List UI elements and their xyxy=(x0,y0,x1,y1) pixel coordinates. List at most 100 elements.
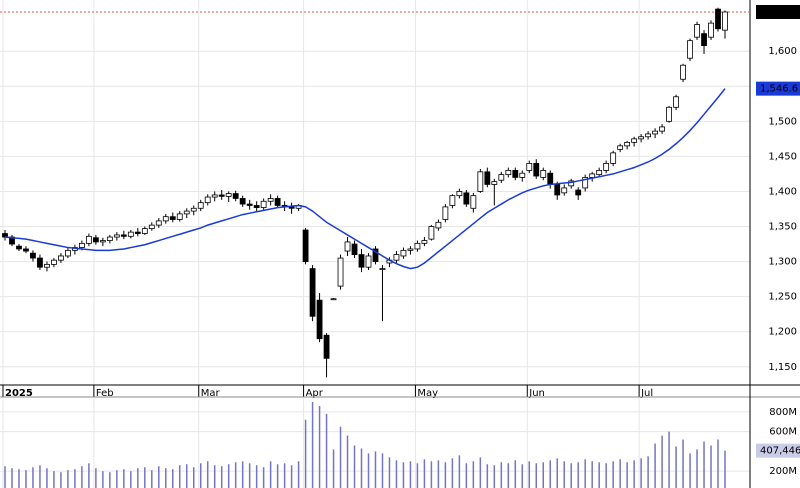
candle-body xyxy=(316,299,323,340)
candle-body xyxy=(260,200,267,208)
candle-body xyxy=(358,254,365,268)
candle-body xyxy=(533,162,540,177)
x-tick-label: Jul xyxy=(640,388,653,399)
candle-body xyxy=(162,216,169,222)
candle-body xyxy=(456,191,463,197)
ma-tag: 1,546.6 xyxy=(760,84,798,95)
candle-body xyxy=(519,172,526,178)
candle-body xyxy=(575,189,582,196)
candle-body xyxy=(58,255,64,261)
candle-body xyxy=(428,226,435,240)
candle-body xyxy=(323,334,330,359)
candle-body xyxy=(99,240,106,243)
candle-body xyxy=(617,145,624,150)
candle-body xyxy=(183,210,190,215)
candle-body xyxy=(554,184,561,196)
candle-body xyxy=(701,33,707,46)
y-tick-label: 1,400 xyxy=(768,186,797,197)
candle-body xyxy=(239,198,246,205)
candle-body xyxy=(113,234,120,238)
candle-body xyxy=(624,141,631,147)
candle-body xyxy=(309,268,316,317)
candle-body xyxy=(407,248,414,251)
candle-body xyxy=(372,248,379,262)
moving-average-line xyxy=(4,88,726,270)
candle-body xyxy=(659,126,665,132)
x-tick-label: Jun xyxy=(528,388,545,399)
candle-body xyxy=(92,237,99,243)
candle-body xyxy=(603,162,610,171)
candle-body xyxy=(211,194,218,198)
candle-body xyxy=(51,259,57,265)
candle-body xyxy=(540,170,547,178)
candle-body xyxy=(512,170,519,178)
candle-body xyxy=(120,234,127,237)
volume-tag: 407,446 xyxy=(760,446,800,457)
candle-body xyxy=(631,138,638,143)
candle-body xyxy=(16,245,22,250)
candle-body xyxy=(645,133,652,138)
candle-body xyxy=(127,231,134,237)
candle-body xyxy=(190,207,197,212)
candle-body xyxy=(589,173,596,178)
candle-body xyxy=(379,268,386,270)
x-tick-label: Apr xyxy=(306,388,324,399)
candle-body xyxy=(176,213,183,220)
candle-body xyxy=(477,171,484,192)
candle-body xyxy=(638,136,645,140)
price-tag-box xyxy=(756,4,800,19)
y-tick-label: 800M xyxy=(769,407,797,418)
candle-body xyxy=(337,257,344,287)
y-tick-label: 1,500 xyxy=(768,116,797,127)
y-tick-label: 1,350 xyxy=(768,222,797,233)
candle-body xyxy=(561,187,568,194)
candle-body xyxy=(148,224,155,230)
candle-body xyxy=(330,298,337,301)
candle-body xyxy=(610,152,617,164)
y-tick-label: 200M xyxy=(769,466,797,477)
candle-body xyxy=(666,106,672,122)
candle-body xyxy=(694,24,700,38)
candle-body xyxy=(344,241,351,252)
candle-body xyxy=(435,221,442,229)
candle-body xyxy=(253,205,260,208)
candle-body xyxy=(568,180,575,187)
candle-body xyxy=(37,257,43,268)
x-tick-label: May xyxy=(417,388,438,399)
candle-body xyxy=(169,216,176,220)
candle-body xyxy=(547,172,554,185)
y-tick-label: 1,200 xyxy=(768,327,797,338)
candle-body xyxy=(246,203,253,206)
candle-body xyxy=(302,229,309,262)
candle-body xyxy=(155,220,162,226)
candle-body xyxy=(225,193,232,197)
candle-body xyxy=(267,198,274,202)
candle-body xyxy=(449,195,456,206)
candle-body xyxy=(526,162,533,171)
candle-body xyxy=(722,11,728,31)
candle-body xyxy=(197,202,204,209)
candle-body xyxy=(351,243,358,255)
candle-body xyxy=(365,255,372,268)
y-tick-label: 600M xyxy=(769,427,797,438)
candle-body xyxy=(232,193,239,199)
candle-body xyxy=(421,240,428,244)
y-tick-label: 1,300 xyxy=(768,257,797,268)
y-tick-label: 1,150 xyxy=(768,362,797,373)
candle-body xyxy=(30,252,36,259)
candle-body xyxy=(78,242,85,248)
candle-body xyxy=(498,174,505,181)
price-tag: 1,655.9 xyxy=(760,7,798,18)
y-tick-label: 1,250 xyxy=(768,292,797,303)
y-tick-label: 1,450 xyxy=(768,151,797,162)
candle-body xyxy=(442,206,449,220)
candle-body xyxy=(463,192,470,205)
candle-body xyxy=(414,242,421,250)
ma-tag-box xyxy=(756,81,800,96)
candle-body xyxy=(491,181,498,185)
candle-body xyxy=(680,64,686,80)
candle-body xyxy=(484,171,491,185)
candle-body xyxy=(393,254,400,261)
